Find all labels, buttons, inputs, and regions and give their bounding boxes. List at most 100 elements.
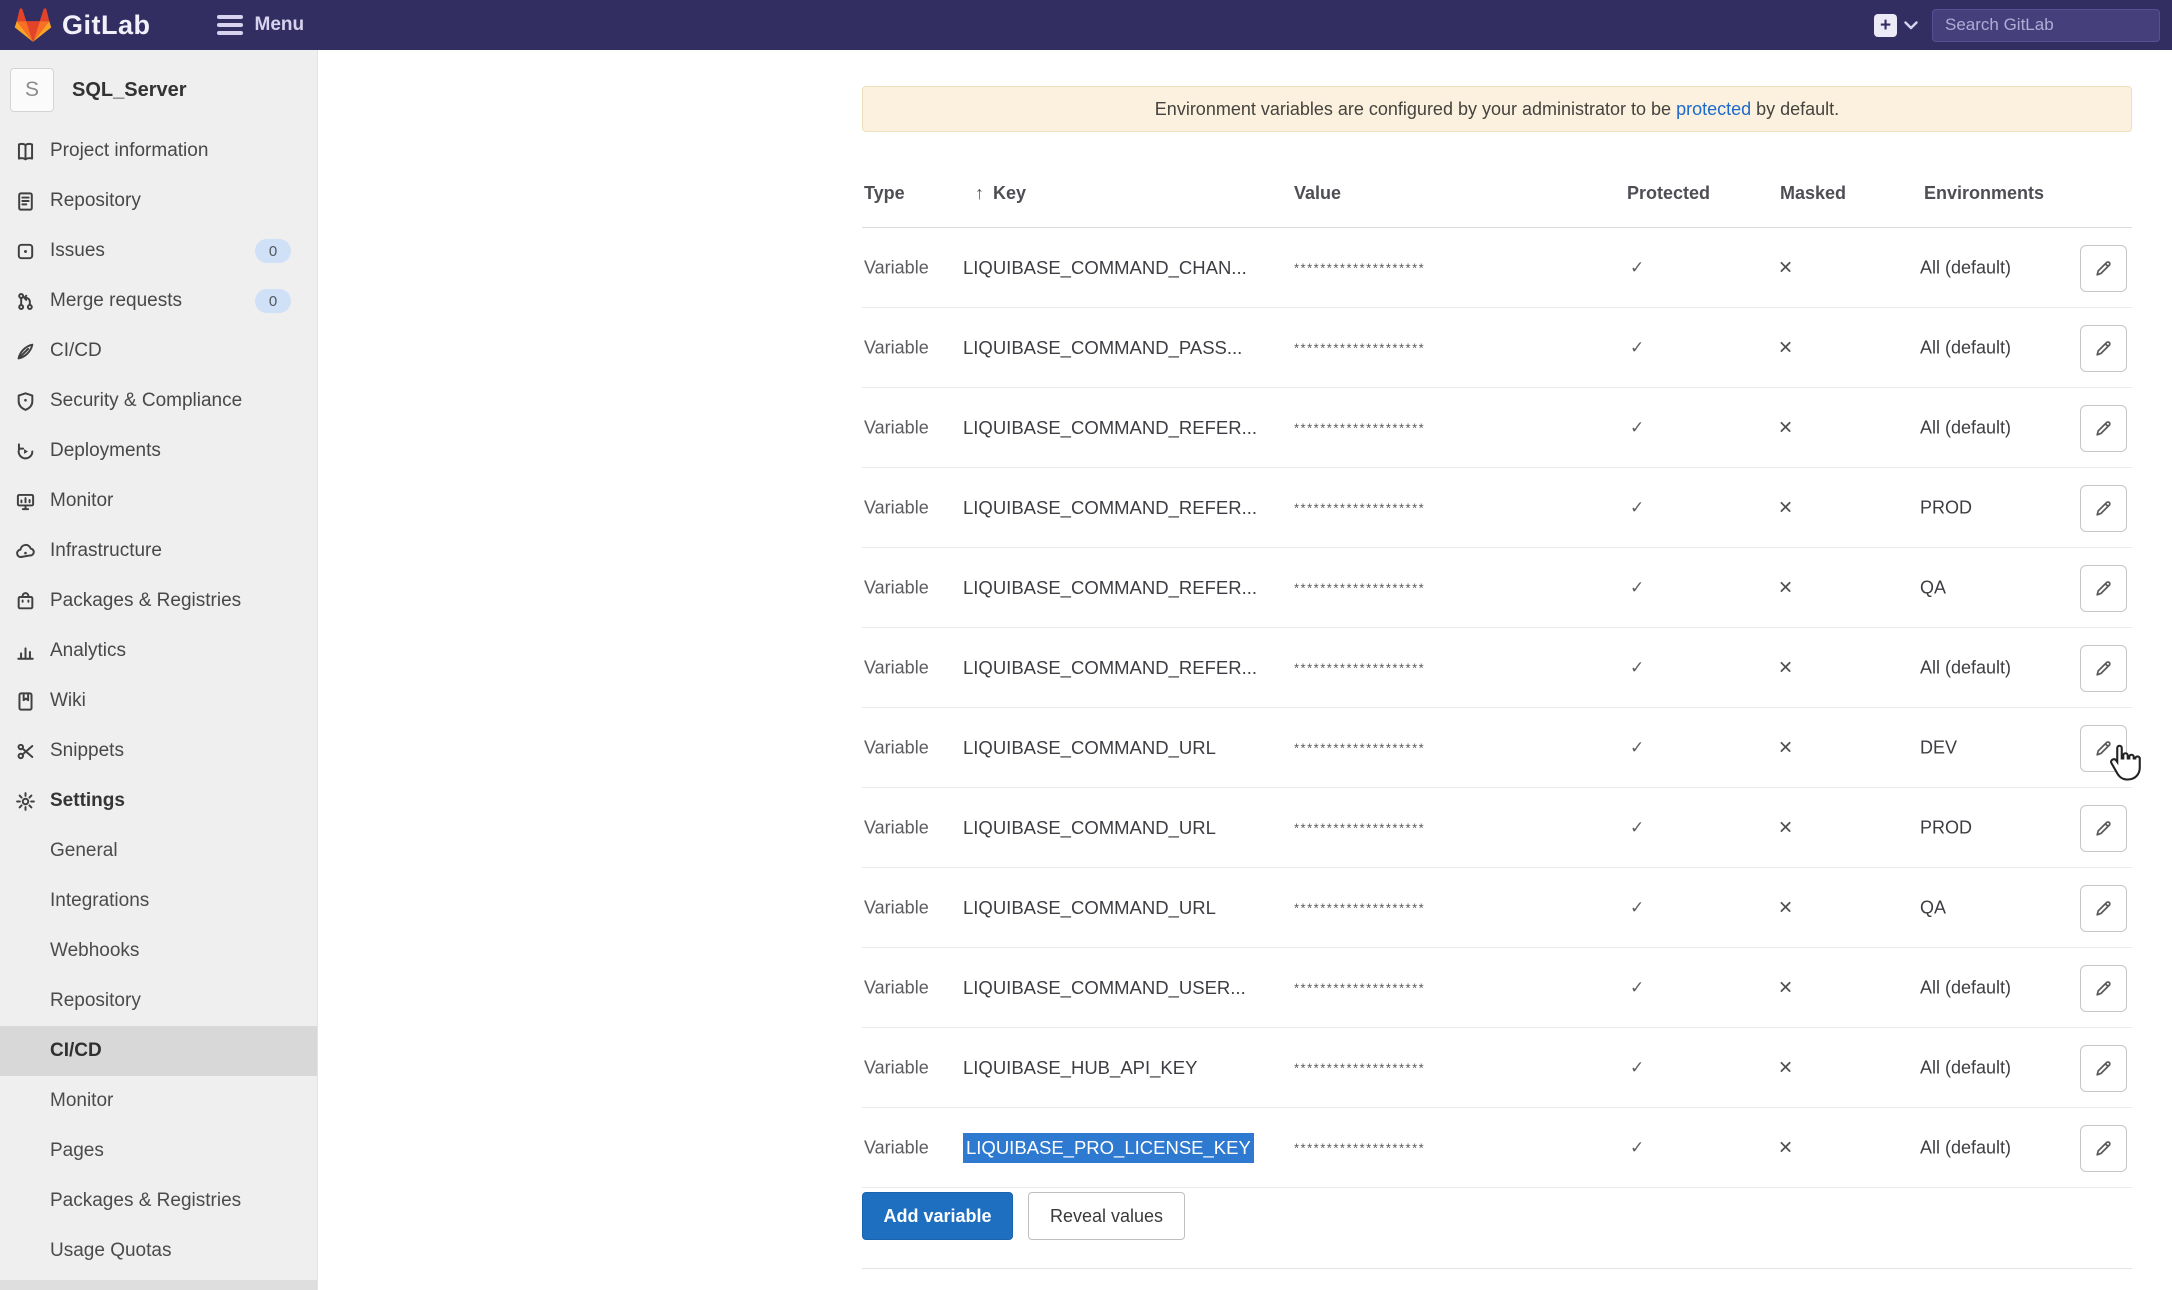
variable-environment: All (default) — [1920, 977, 2012, 997]
collapse-sidebar-strip[interactable] — [0, 1280, 317, 1290]
protected-check-icon: ✓ — [1630, 1057, 1645, 1077]
edit-variable-button[interactable] — [2080, 725, 2127, 772]
gitlab-home-link[interactable]: GitLab — [0, 7, 151, 43]
masked-x-icon: ✕ — [1778, 337, 1794, 357]
variable-key[interactable]: LIQUIBASE_COMMAND_PASS... — [963, 336, 1243, 358]
sidebar-item[interactable]: Repository — [0, 176, 317, 226]
sidebar-subitem[interactable]: Monitor — [0, 1076, 317, 1126]
protected-check-icon: ✓ — [1630, 417, 1645, 437]
search-input[interactable] — [1932, 8, 2160, 42]
sidebar-subitem[interactable]: Packages & Registries — [0, 1176, 317, 1226]
sidebar-subitem[interactable]: CI/CD — [0, 1026, 317, 1076]
sidebar-item[interactable]: Snippets — [0, 726, 317, 776]
variable-masked-value: ******************** — [1294, 420, 1426, 435]
add-variable-button[interactable]: Add variable — [862, 1192, 1013, 1240]
variable-key[interactable]: LIQUIBASE_COMMAND_REFER... — [963, 496, 1258, 518]
sidebar-item[interactable]: Merge requests 0 — [0, 276, 317, 326]
edit-variable-button[interactable] — [2080, 485, 2127, 532]
masked-x-icon: ✕ — [1778, 657, 1794, 677]
column-header-key[interactable]: ↑ Key — [975, 183, 1027, 203]
edit-variable-button[interactable] — [2080, 565, 2127, 612]
sidebar-item[interactable]: Issues 0 — [0, 226, 317, 276]
column-header-environments: Environments — [1924, 183, 2045, 203]
sidebar-item[interactable]: Security & Compliance — [0, 376, 317, 426]
sidebar-item[interactable]: Infrastructure — [0, 526, 317, 576]
variable-row: Variable LIQUIBASE_COMMAND_CHAN... *****… — [862, 228, 2132, 308]
edit-variable-button[interactable] — [2080, 885, 2127, 932]
sidebar-item[interactable]: Deployments — [0, 426, 317, 476]
masked-x-icon: ✕ — [1778, 257, 1794, 277]
variable-masked-value: ******************** — [1294, 660, 1426, 675]
sidebar-item[interactable]: Settings — [0, 776, 317, 826]
variable-type: Variable — [864, 897, 929, 917]
sort-arrow-up-icon: ↑ — [975, 183, 984, 203]
sidebar-item[interactable]: Wiki — [0, 676, 317, 726]
sidebar-subitem[interactable]: Repository — [0, 976, 317, 1026]
sidebar-subitem[interactable]: General — [0, 826, 317, 876]
menu-button[interactable]: Menu — [216, 14, 305, 36]
project-avatar: S — [10, 68, 54, 112]
reveal-values-button[interactable]: Reveal values — [1028, 1192, 1185, 1240]
pencil-icon — [2096, 741, 2111, 756]
column-header-type: Type — [864, 183, 905, 203]
variable-key[interactable]: LIQUIBASE_COMMAND_REFER... — [963, 656, 1258, 678]
variable-key[interactable]: LIQUIBASE_COMMAND_REFER... — [963, 416, 1258, 438]
protected-check-icon: ✓ — [1630, 737, 1645, 757]
edit-variable-button[interactable] — [2080, 405, 2127, 452]
variable-type: Variable — [864, 417, 929, 437]
column-header-value: Value — [1294, 183, 1342, 203]
edit-variable-button[interactable] — [2080, 1045, 2127, 1092]
edit-variable-button[interactable] — [2080, 325, 2127, 372]
edit-variable-button[interactable] — [2080, 1125, 2127, 1172]
count-badge: 0 — [255, 289, 291, 313]
variable-environment: All (default) — [1920, 417, 2012, 437]
edit-variable-button[interactable] — [2080, 645, 2127, 692]
project-header[interactable]: S SQL_Server — [0, 62, 317, 118]
edit-variable-button[interactable] — [2080, 965, 2127, 1012]
variable-key[interactable]: LIQUIBASE_COMMAND_REFER... — [963, 576, 1258, 598]
variable-key[interactable]: LIQUIBASE_COMMAND_USER... — [963, 976, 1246, 998]
variable-key[interactable]: LIQUIBASE_COMMAND_URL — [963, 816, 1216, 838]
edit-variable-button[interactable] — [2080, 805, 2127, 852]
new-item-dropdown[interactable]: + — [1874, 13, 1918, 37]
sidebar-subitem[interactable]: Usage Quotas — [0, 1226, 317, 1276]
protected-link[interactable]: protected — [1676, 98, 1752, 119]
hamburger-menu-icon — [216, 15, 243, 35]
variable-environment: All (default) — [1920, 1137, 2012, 1157]
sidebar-subitem[interactable]: Integrations — [0, 876, 317, 926]
edit-variable-button[interactable] — [2080, 245, 2127, 292]
variable-masked-value: ******************** — [1294, 260, 1426, 275]
sidebar-item[interactable]: Packages & Registries — [0, 576, 317, 626]
sidebar-subitem[interactable]: Pages — [0, 1126, 317, 1176]
sidebar-item[interactable]: Project information — [0, 126, 317, 176]
variable-environment: All (default) — [1920, 257, 2012, 277]
sidebar-item[interactable]: CI/CD — [0, 326, 317, 376]
protected-check-icon: ✓ — [1630, 497, 1645, 517]
variable-environment: QA — [1920, 577, 1947, 597]
sidebar-item-label: Security & Compliance — [50, 390, 243, 411]
sidebar-subitem-label: General — [50, 840, 118, 861]
sidebar-item[interactable]: Monitor — [0, 476, 317, 526]
sidebar-item-label: Packages & Registries — [50, 590, 242, 611]
variable-key[interactable]: LIQUIBASE_PRO_LICENSE_KEY — [963, 1132, 1254, 1163]
pencil-icon — [2096, 981, 2111, 996]
variable-key[interactable]: LIQUIBASE_COMMAND_CHAN... — [963, 256, 1247, 278]
sidebar-item-label: Monitor — [50, 490, 114, 511]
pencil-icon — [2096, 661, 2111, 676]
sidebar-item[interactable]: Analytics — [0, 626, 317, 676]
admin-protected-banner: Environment variables are configured by … — [862, 86, 2132, 132]
variable-key[interactable]: LIQUIBASE_HUB_API_KEY — [963, 1056, 1198, 1078]
masked-x-icon: ✕ — [1778, 977, 1794, 997]
infrastructure-icon — [14, 540, 36, 562]
variable-key[interactable]: LIQUIBASE_COMMAND_URL — [963, 736, 1216, 758]
variable-environment: QA — [1920, 897, 1947, 917]
column-header-protected: Protected — [1627, 183, 1711, 203]
sidebar-item-label: Wiki — [50, 690, 86, 711]
masked-x-icon: ✕ — [1778, 817, 1794, 837]
menu-label: Menu — [254, 14, 305, 35]
variable-key[interactable]: LIQUIBASE_COMMAND_URL — [963, 896, 1216, 918]
sidebar-subitem[interactable]: Webhooks — [0, 926, 317, 976]
security-compliance-icon — [14, 390, 36, 412]
banner-text-before: Environment variables are configured by … — [1154, 98, 1672, 119]
variable-type: Variable — [864, 337, 929, 357]
